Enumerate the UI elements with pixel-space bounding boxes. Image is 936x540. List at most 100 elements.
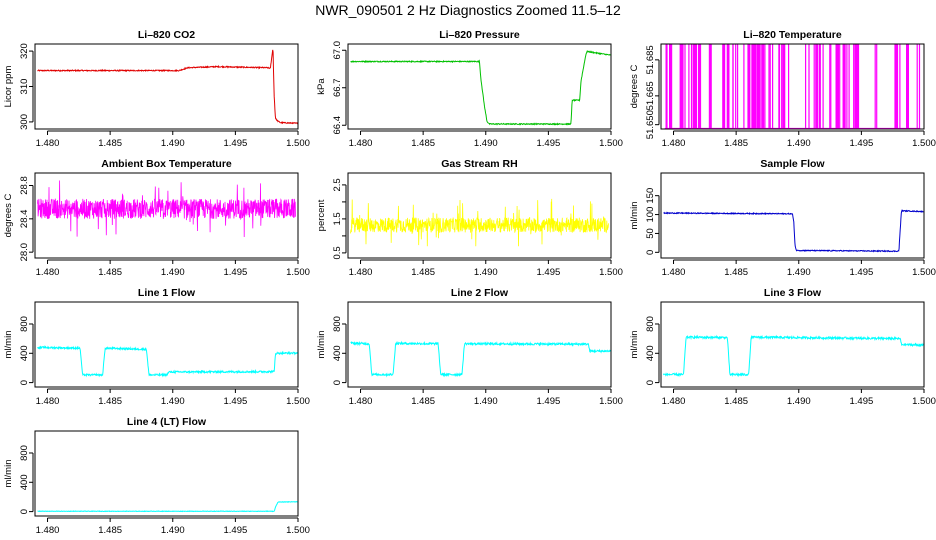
x-tick-label: 1.495 — [223, 396, 247, 407]
series-line — [350, 49, 611, 126]
panel-10: Line 4 (LT) Flow 1.480 1.485 1.490 1.495 1.50… — [3, 416, 310, 536]
temperature-spike — [772, 44, 774, 129]
x-tick-label: 1.500 — [912, 396, 936, 407]
temperature-spike — [768, 44, 770, 129]
plot-frame — [34, 301, 299, 388]
temperature-spike — [894, 44, 896, 129]
x-tick-label: 1.495 — [536, 396, 560, 407]
temperature-spike — [684, 44, 686, 129]
panel-title: Li–820 Pressure — [439, 29, 520, 41]
plot-frame — [347, 43, 612, 130]
data-layer — [350, 49, 611, 126]
temperature-spike — [747, 44, 751, 129]
panel-title: Line 1 Flow — [138, 287, 196, 299]
panel-8: Line 2 Flow 1.480 1.485 1.490 1.495 1.500 0 400… — [316, 287, 623, 407]
y-axis-label: kPa — [316, 78, 327, 95]
series-line — [350, 340, 611, 378]
panel-title: Line 3 Flow — [764, 287, 822, 299]
y-axis-label: ml/min — [629, 331, 640, 359]
y-tick-label: 50 — [645, 228, 656, 239]
y-tick-label: 400 — [19, 474, 30, 490]
y-tick-label: 2.5 — [332, 178, 343, 191]
y-tick-label: 0.5 — [332, 246, 343, 259]
data-layer — [350, 198, 609, 247]
figure-title: NWR_090501 2 Hz Diagnostics Zoomed 11.5–… — [315, 2, 621, 18]
temperature-spike — [853, 44, 855, 129]
y-tick-label: 400 — [19, 345, 30, 361]
x-tick-label: 1.485 — [98, 138, 122, 149]
plot-frame — [660, 172, 925, 259]
x-tick-label: 1.490 — [787, 396, 811, 407]
series-line — [663, 209, 924, 253]
x-tick-label: 1.480 — [36, 396, 60, 407]
plot-frame — [660, 301, 925, 388]
y-axis-label: ml/min — [3, 331, 14, 359]
temperature-spike — [693, 44, 697, 129]
plot-frame — [34, 43, 299, 130]
y-axis-label: ml/min — [629, 202, 640, 230]
y-tick-label: 28.0 — [19, 243, 30, 262]
x-tick-label: 1.485 — [724, 267, 748, 278]
panel-title: Li–820 Temperature — [743, 29, 842, 41]
series-line — [37, 500, 298, 513]
temperature-spike — [732, 44, 734, 129]
y-tick-label: 0 — [19, 509, 30, 514]
temperature-spike — [728, 44, 730, 129]
x-tick-label: 1.485 — [411, 396, 435, 407]
x-tick-label: 1.480 — [349, 396, 373, 407]
temperature-spike — [722, 44, 726, 129]
temperature-spike — [665, 44, 667, 129]
y-tick-label: 0 — [19, 380, 30, 385]
x-tick-label: 1.490 — [474, 267, 498, 278]
x-tick-label: 1.485 — [724, 138, 748, 149]
temperature-spike — [815, 44, 819, 129]
panel-9: Line 3 Flow 1.480 1.485 1.490 1.495 1.500 0 400… — [629, 287, 936, 407]
y-tick-label: 300 — [19, 114, 30, 130]
temperature-spike — [751, 44, 755, 129]
x-tick-label: 1.480 — [662, 396, 686, 407]
temperature-spike — [836, 44, 839, 129]
x-tick-label: 1.490 — [474, 138, 498, 149]
x-tick-label: 1.480 — [36, 138, 60, 149]
x-tick-label: 1.485 — [411, 138, 435, 149]
temperature-spike — [788, 44, 790, 129]
temperature-spike — [756, 44, 760, 129]
series-line — [663, 334, 924, 378]
y-tick-label: 320 — [19, 43, 30, 59]
temperature-spike — [754, 44, 756, 129]
panel-5: Gas Stream RH 1.480 1.485 1.490 1.495 1.500 0.… — [316, 158, 623, 278]
temperature-spike — [895, 44, 897, 129]
x-tick-label: 1.500 — [286, 396, 310, 407]
y-tick-label: 800 — [645, 316, 656, 332]
x-tick-label: 1.500 — [286, 267, 310, 278]
x-tick-label: 1.490 — [787, 267, 811, 278]
x-tick-label: 1.500 — [599, 396, 623, 407]
x-tick-label: 1.490 — [474, 396, 498, 407]
x-tick-label: 1.490 — [161, 396, 185, 407]
panel-7: Line 1 Flow 1.480 1.485 1.490 1.495 1.500 0 400… — [3, 287, 310, 407]
temperature-spike — [918, 44, 921, 129]
y-axis-label: Licor ppm — [3, 66, 14, 108]
data-layer — [663, 334, 924, 378]
data-layer — [664, 44, 921, 129]
data-layer — [37, 49, 298, 125]
x-tick-label: 1.500 — [912, 267, 936, 278]
temperature-spike — [743, 44, 745, 129]
y-axis-label: degrees C — [629, 64, 640, 108]
temperature-spike — [666, 44, 668, 129]
temperature-spike — [830, 44, 832, 129]
y-tick-label: 51.665 — [645, 81, 656, 110]
x-tick-label: 1.480 — [349, 138, 373, 149]
data-layer — [37, 345, 298, 378]
temperature-spike — [822, 44, 824, 129]
temperature-spike — [839, 44, 841, 129]
y-axis-label: ml/min — [316, 331, 327, 359]
temperature-spike — [761, 44, 765, 129]
x-tick-label: 1.500 — [599, 138, 623, 149]
temperature-spike — [682, 44, 684, 129]
plot-frame — [347, 301, 612, 388]
temperature-spike — [818, 44, 820, 129]
temperature-spike — [805, 44, 807, 129]
x-tick-label: 1.490 — [161, 525, 185, 536]
